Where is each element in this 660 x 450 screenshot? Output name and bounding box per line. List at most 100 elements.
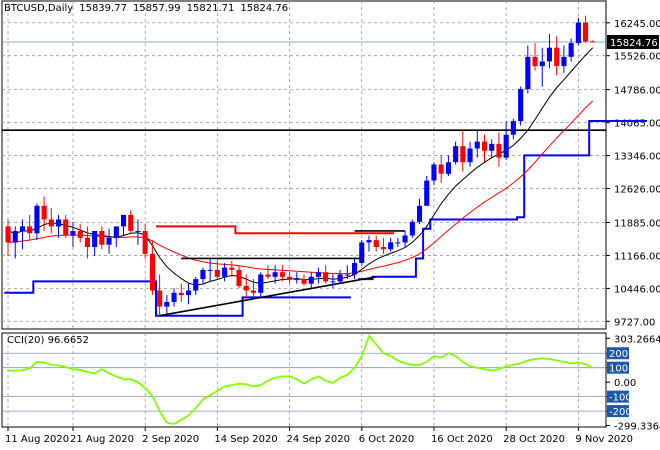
candle-body	[489, 143, 495, 151]
price-tick-label: 14786.00	[614, 86, 660, 97]
price-tick-label: 16245.00	[614, 19, 660, 30]
symbol-label: BTCUSD,Daily	[4, 3, 74, 14]
candle-body	[359, 242, 365, 263]
resistance-step-line	[156, 225, 395, 235]
candle-body	[229, 267, 235, 270]
price-tick-label: 14065.00	[614, 119, 660, 130]
candle-body	[250, 290, 256, 293]
candle-body	[193, 279, 199, 291]
candle-body	[164, 302, 170, 307]
time-tick-label: 21 Aug 2020	[70, 434, 134, 445]
cci-line	[8, 334, 594, 426]
candle-body	[294, 279, 300, 281]
candle-body	[48, 219, 54, 227]
candle-body	[121, 214, 127, 227]
candle-body	[287, 276, 293, 280]
candle-body	[279, 272, 285, 277]
candle-body	[380, 247, 386, 250]
candle-body	[12, 231, 18, 243]
candle-body	[70, 231, 76, 236]
candle-body	[568, 43, 574, 57]
candle-body	[77, 231, 83, 238]
candle-body	[518, 89, 524, 122]
candle-body	[496, 143, 502, 158]
candle-body	[583, 22, 589, 42]
candle-body	[453, 146, 459, 163]
cci-tick-label: -100	[609, 393, 632, 404]
price-panel: 16245.00 15526.00 14786.00 14065.00 13346.00…	[1, 0, 660, 330]
candle-body	[546, 47, 552, 62]
candle-body	[200, 269, 206, 280]
candle-body	[482, 141, 488, 151]
candle-body	[207, 269, 213, 271]
cci-panel: 303.2664 200 100 0.00 -100 -200 -299.3364	[1, 332, 660, 432]
price-tick-label: 13346.00	[614, 152, 660, 163]
cci-level-tag	[607, 347, 629, 360]
candle-body	[575, 22, 581, 44]
candle-body	[352, 263, 358, 275]
candle-body	[214, 269, 220, 277]
indicator-header: CCI(20) 96.6652	[7, 335, 89, 346]
cci-tick-label: -200	[609, 407, 632, 418]
price-tick-label: 11885.00	[614, 218, 660, 229]
candle-body	[315, 272, 321, 277]
candle-body	[135, 231, 141, 232]
candle-body	[236, 269, 242, 286]
candle-body	[106, 237, 112, 245]
candle-body	[157, 290, 163, 307]
candle-body	[366, 240, 372, 243]
candle-body	[222, 267, 228, 277]
candle-body	[308, 276, 314, 284]
indicator-label: CCI(20)	[7, 335, 45, 346]
candle-body	[149, 253, 155, 291]
cci-tick-label: 0.00	[614, 378, 636, 389]
candle-body	[330, 281, 336, 283]
open-value: 15839.77	[79, 3, 127, 14]
candle-body	[438, 164, 444, 174]
candle-body	[467, 148, 473, 163]
time-tick-label: 6 Oct 2020	[359, 434, 414, 445]
candle-body	[128, 214, 134, 231]
candle-body	[113, 226, 119, 238]
candle-body	[445, 162, 451, 174]
candle-body	[178, 292, 184, 296]
price-panel-frame	[1, 0, 607, 330]
candle-body	[344, 274, 350, 276]
candle-body	[590, 41, 596, 43]
candle-body	[532, 56, 538, 67]
cci-tick-label: -299.3364	[614, 421, 660, 432]
candle-body	[243, 285, 249, 291]
time-tick-label: 11 Aug 2020	[5, 434, 69, 445]
candle-body	[395, 242, 401, 244]
indicator-value: 96.6652	[47, 335, 89, 346]
candle-body	[460, 146, 466, 163]
candle-body	[171, 292, 177, 302]
candle-body	[539, 61, 545, 67]
current-price-label: 15824.76	[610, 38, 658, 49]
candle-body	[474, 141, 480, 149]
candle-body	[186, 290, 192, 296]
candle-body	[301, 279, 307, 284]
candle-body	[431, 164, 437, 181]
time-tick-label: 24 Sep 2020	[287, 434, 350, 445]
candle-body	[27, 226, 33, 234]
candle-body	[424, 180, 430, 206]
price-tick-label: 9727.00	[614, 317, 655, 328]
candle-body	[561, 56, 567, 67]
candle-body	[5, 226, 11, 243]
candle-body	[258, 274, 264, 293]
candle-body	[99, 231, 105, 245]
candle-body	[417, 205, 423, 222]
candle-body	[34, 205, 40, 234]
low-value: 15821.71	[186, 3, 235, 14]
support-step-line	[4, 120, 647, 317]
time-tick-label: 2 Sep 2020	[142, 434, 199, 445]
price-tick-label: 10446.00	[614, 284, 660, 295]
candle-body	[323, 272, 329, 282]
candle-body	[19, 226, 25, 231]
time-tick-label: 14 Sep 2020	[214, 434, 277, 445]
time-tick-label: 9 Nov 2020	[575, 434, 633, 445]
chart-header: BTCUSD,Daily 15839.77 15857.99 15821.71 1582…	[4, 3, 294, 14]
candle-body	[84, 237, 90, 247]
